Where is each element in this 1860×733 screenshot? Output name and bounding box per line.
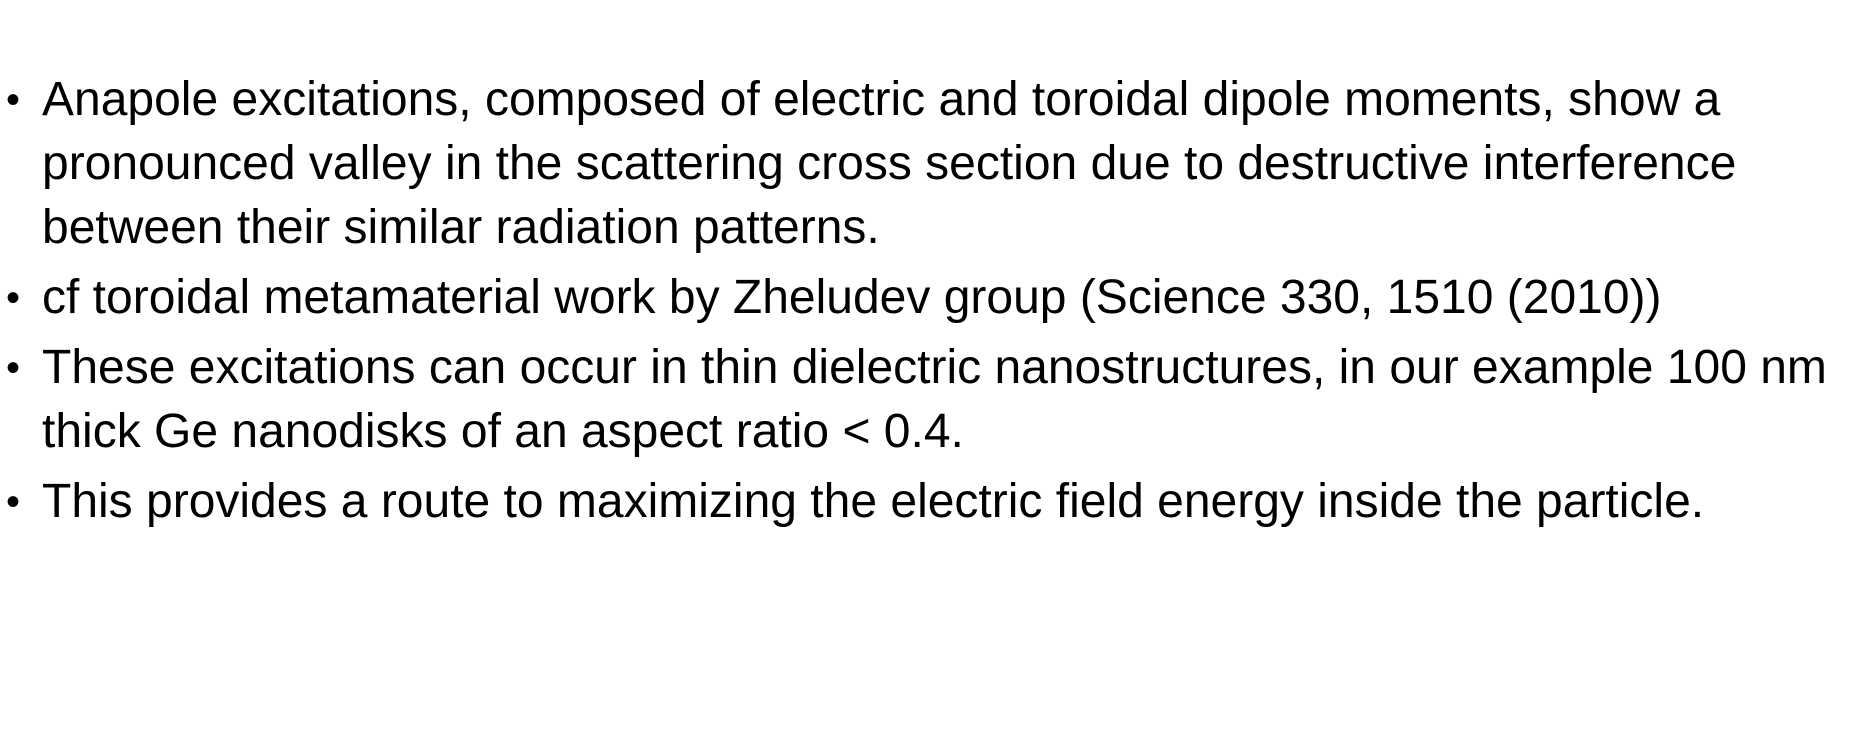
bullet-text: This provides a route to maximizing the … [42,475,1705,528]
bullet-item-zheludev: • cf toroidal metamaterial work by Zhelu… [0,266,1860,330]
bullet-text: cf toroidal metamaterial work by Zhelude… [42,271,1662,324]
bullet-item-field-energy: • This provides a route to maximizing th… [0,470,1860,534]
slide-body: • Anapole excitations, composed of elect… [0,68,1860,540]
bullet-list: • Anapole excitations, composed of elect… [0,68,1860,534]
bullet-text: These excitations can occur in thin diel… [42,341,1827,458]
bullet-item-anapole: • Anapole excitations, composed of elect… [0,68,1860,260]
bullet-dot-icon: • [6,276,21,320]
bullet-dot-icon: • [6,480,21,524]
bullet-dot-icon: • [6,78,21,122]
bullet-item-nanostructures: • These excitations can occur in thin di… [0,336,1860,464]
bullet-text: Anapole excitations, composed of electri… [42,73,1737,254]
bullet-dot-icon: • [6,346,21,390]
